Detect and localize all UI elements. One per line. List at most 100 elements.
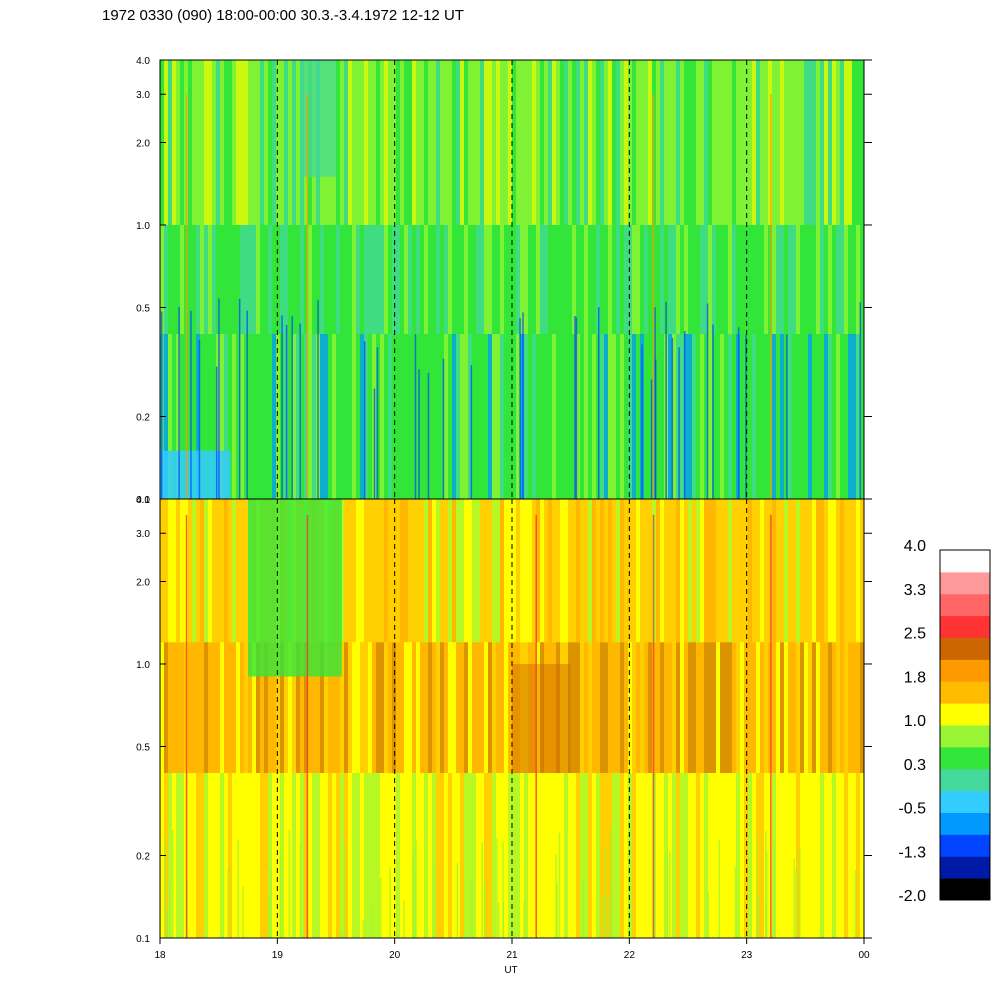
colorbar-segment (940, 746, 990, 770)
spectrum-stripe (240, 499, 244, 643)
spectrum-stripe (560, 60, 564, 225)
spectrum-stripe (344, 60, 348, 225)
spectrum-stripe (620, 60, 624, 225)
spectrum-stripe (756, 642, 760, 774)
spectrum-stripe (800, 773, 804, 938)
spectrum-stripe (368, 60, 372, 225)
spectrum-stripe (736, 60, 740, 225)
spectrum-stripe (860, 60, 864, 225)
bluish-band-feature (300, 60, 336, 177)
spectrum-stripe (300, 642, 304, 774)
spectrum-stripe (212, 334, 216, 499)
spectrum-stripe (348, 499, 352, 643)
spectrum-stripe (556, 499, 560, 643)
spectrum-stripe (832, 773, 836, 938)
spectrum-stripe (628, 334, 632, 499)
spectrum-stripe (240, 60, 244, 225)
spectrum-stripe (580, 60, 584, 225)
spectrum-stripe (688, 334, 692, 499)
spectrum-stripe (688, 499, 692, 643)
spectrum-stripe (268, 642, 272, 774)
spectrum-stripe (232, 773, 236, 938)
spectrum-stripe (712, 642, 716, 774)
spectrum-stripe (776, 334, 780, 499)
spectrum-stripe (724, 642, 728, 774)
spectrum-stripe (676, 499, 680, 643)
spectrum-stripe (248, 773, 252, 938)
spectrum-stripe (448, 642, 452, 774)
spectrum-stripe (436, 499, 440, 643)
spectrum-stripe (256, 334, 260, 499)
spectrum-stripe (744, 224, 748, 335)
spectrum-stripe (560, 499, 564, 643)
spectrum-stripe (316, 224, 320, 335)
spectrum-stripe (396, 499, 400, 643)
spectrum-stripe (304, 224, 308, 335)
spectrum-stripe (328, 224, 332, 335)
spectrum-stripe (616, 334, 620, 499)
spectrum-stripe (580, 773, 584, 938)
spectrum-stripe (704, 334, 708, 499)
spectrum-stripe (676, 773, 680, 938)
streak-mark (270, 868, 272, 938)
spike-mark (859, 302, 862, 499)
spectrum-stripe (568, 60, 572, 225)
spectrum-stripe (740, 642, 744, 774)
spectrum-stripe (356, 334, 360, 499)
spectrum-stripe (740, 334, 744, 499)
spectrum-stripe (400, 224, 404, 335)
streak-mark (413, 871, 415, 938)
colorbar-segment (940, 878, 990, 901)
spectrum-stripe (352, 224, 356, 335)
spectrum-stripe (396, 224, 400, 335)
spectrum-stripe (196, 224, 200, 335)
spectrum-stripe (172, 60, 176, 225)
spectrum-stripe (540, 642, 544, 774)
spectrum-stripe (788, 642, 792, 774)
spectrum-stripe (316, 642, 320, 774)
y-tick-label: 0.2 (136, 413, 150, 424)
spectrum-stripe (464, 773, 468, 938)
spectrum-stripe (536, 60, 540, 225)
spectrum-stripe (204, 334, 208, 499)
spectrum-stripe (792, 642, 796, 774)
spectrum-stripe (668, 224, 672, 335)
spectrum-stripe (848, 334, 852, 499)
spectrum-stripe (508, 773, 512, 938)
spectrum-stripe (656, 499, 660, 643)
spectrum-stripe (764, 499, 768, 643)
x-tick-label: 22 (624, 950, 636, 961)
spectrum-stripe (260, 642, 264, 774)
spectrum-stripe (556, 334, 560, 499)
colorbar-segment (940, 615, 990, 638)
colorbar-tick-label: 4.0 (904, 538, 926, 555)
spectrum-stripe (436, 773, 440, 938)
streak-mark (556, 883, 558, 938)
spectrum-stripe (412, 60, 416, 225)
spectrum-stripe (692, 773, 696, 938)
spectrum-stripe (768, 642, 772, 774)
spectrum-stripe (232, 499, 236, 643)
spectrum-stripe (624, 499, 628, 643)
spectrum-stripe (464, 224, 468, 335)
spectrum-stripe (460, 334, 464, 499)
spectrum-stripe (724, 334, 728, 499)
y-tick-label: 2.0 (136, 138, 150, 149)
spectrum-stripe (160, 642, 164, 774)
spectrum-stripe (412, 499, 416, 643)
spectrum-stripe (348, 334, 352, 499)
spectrum-stripe (740, 60, 744, 225)
spectrum-stripe (500, 334, 504, 499)
spectrum-stripe (708, 334, 712, 499)
spectrum-stripe (608, 642, 612, 774)
spectrum-stripe (416, 642, 420, 774)
spectrum-stripe (260, 60, 264, 225)
spectrum-stripe (432, 642, 436, 774)
spectrum-stripe (716, 773, 720, 938)
spectrum-stripe (264, 224, 268, 335)
spectrum-stripe (740, 224, 744, 335)
spectrum-stripe (364, 773, 368, 938)
spectrum-stripe (484, 60, 488, 225)
spectrum-stripe (212, 60, 216, 225)
spectrum-stripe (228, 60, 232, 225)
